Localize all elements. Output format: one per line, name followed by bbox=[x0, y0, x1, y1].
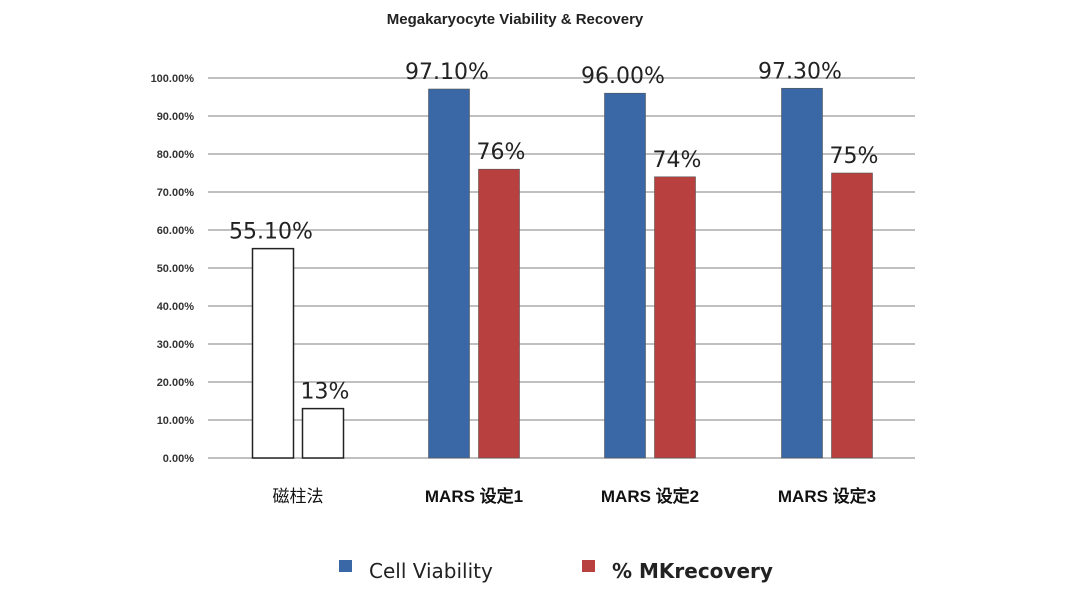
x-tick-label: 磁柱法 bbox=[273, 487, 324, 506]
data-label: 74% bbox=[653, 148, 702, 173]
y-tick-label: 20.00% bbox=[157, 377, 195, 389]
x-tick-label: MARS 设定2 bbox=[601, 486, 699, 506]
bar-mk-recovery bbox=[478, 168, 520, 459]
y-tick-label: 40.00% bbox=[157, 301, 195, 313]
data-label: 97.10% bbox=[405, 60, 489, 85]
legend-label: Cell Viability bbox=[369, 559, 493, 583]
y-tick-label: 0.00% bbox=[163, 453, 194, 465]
x-tick-label: MARS 设定3 bbox=[778, 486, 876, 506]
y-tick-label: 50.00% bbox=[157, 263, 195, 275]
y-tick-label: 60.00% bbox=[157, 225, 195, 237]
legend-label: % MKrecovery bbox=[612, 559, 773, 583]
data-label: 97.30% bbox=[758, 59, 842, 84]
legend-swatch bbox=[582, 560, 595, 572]
x-tick-label: MARS 设定1 bbox=[425, 486, 523, 506]
data-label: 96.00% bbox=[581, 64, 665, 89]
y-tick-label: 30.00% bbox=[157, 339, 195, 351]
data-label: 76% bbox=[477, 140, 526, 165]
bar-mk-recovery bbox=[831, 172, 873, 459]
bar-cell-viability bbox=[251, 247, 295, 459]
data-label: 55.10% bbox=[229, 220, 313, 245]
bar-cell-viability bbox=[428, 88, 470, 459]
chart-title: Megakaryocyte Viability & Recovery bbox=[387, 11, 644, 28]
bar-cell-viability bbox=[781, 87, 823, 459]
y-tick-label: 100.00% bbox=[151, 73, 195, 85]
y-tick-label: 90.00% bbox=[157, 111, 195, 123]
legend-swatch bbox=[339, 560, 352, 572]
data-label: 75% bbox=[830, 144, 879, 169]
bar-cell-viability bbox=[604, 92, 646, 459]
bar-mk-recovery bbox=[301, 407, 345, 459]
y-tick-label: 80.00% bbox=[157, 149, 195, 161]
data-label: 13% bbox=[301, 380, 350, 405]
y-tick-label: 70.00% bbox=[157, 187, 195, 199]
y-tick-label: 10.00% bbox=[157, 415, 195, 427]
bar-mk-recovery bbox=[654, 176, 696, 459]
